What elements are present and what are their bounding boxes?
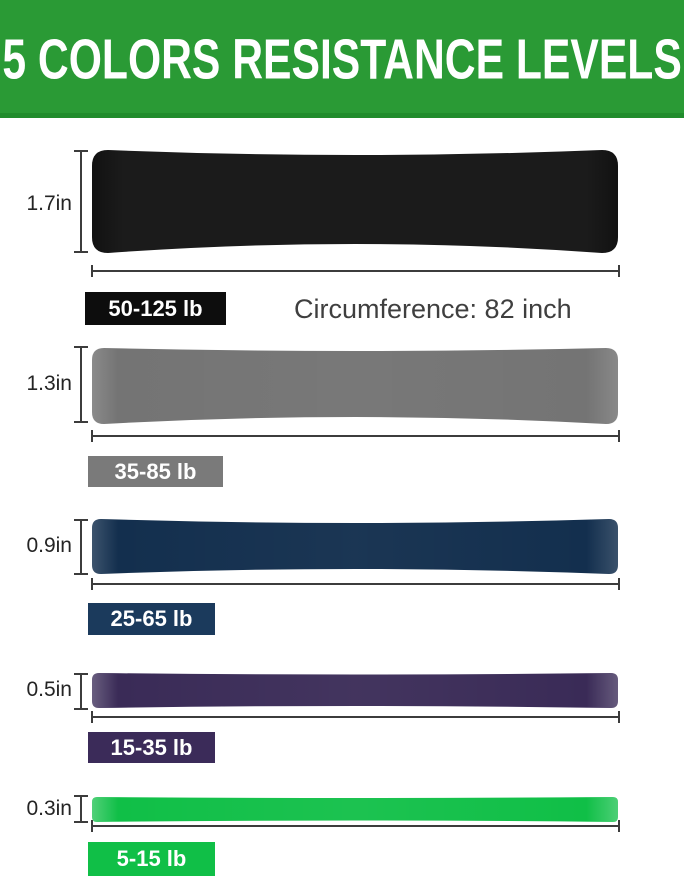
thickness-label-purple: 0.5in	[26, 678, 72, 701]
resistance-badge-label: 15-35 lb	[110, 734, 193, 760]
resistance-badge-label: 5-15 lb	[116, 846, 187, 871]
page-title: 5 COLORS RESISTANCE LEVELS	[2, 28, 682, 91]
resistance-badge-purple: 15-35 lb	[88, 732, 215, 763]
resistance-badge-label: 50-125 lb	[108, 295, 203, 321]
thickness-dimension-marker-navy	[74, 519, 88, 575]
resistance-band-gray	[92, 348, 618, 424]
thickness-label-green: 0.3in	[26, 797, 72, 820]
thickness-label-navy: 0.9in	[26, 534, 72, 557]
header-banner: 5 COLORS RESISTANCE LEVELS	[0, 0, 684, 118]
circumference-dimension-marker-purple	[91, 711, 620, 723]
circumference-dimension-marker-gray	[91, 430, 620, 442]
resistance-badge-navy: 25-65 lb	[88, 603, 215, 635]
resistance-band-navy	[92, 519, 618, 574]
thickness-dimension-marker-black	[74, 150, 88, 253]
circumference-dimension-marker-black	[91, 265, 620, 277]
resistance-badge-label: 25-65 lb	[110, 606, 193, 631]
resistance-badge-label: 35-85 lb	[114, 458, 197, 484]
thickness-dimension-marker-gray	[74, 346, 88, 423]
resistance-band-black	[92, 150, 618, 253]
thickness-label-black: 1.7in	[26, 192, 72, 215]
resistance-badge-gray: 35-85 lb	[88, 456, 223, 487]
circumference-note: Circumference: 82 inch	[294, 294, 572, 324]
thickness-label-gray: 1.3in	[26, 372, 72, 395]
circumference-dimension-marker-navy	[91, 578, 620, 590]
resistance-band-purple	[92, 673, 618, 708]
resistance-badge-green: 5-15 lb	[88, 842, 215, 876]
thickness-dimension-marker-purple	[74, 673, 88, 710]
thickness-dimension-marker-green	[74, 795, 88, 823]
resistance-band-green	[92, 797, 618, 822]
resistance-badge-black: 50-125 lb	[85, 292, 226, 325]
circumference-dimension-marker-green	[91, 820, 620, 832]
